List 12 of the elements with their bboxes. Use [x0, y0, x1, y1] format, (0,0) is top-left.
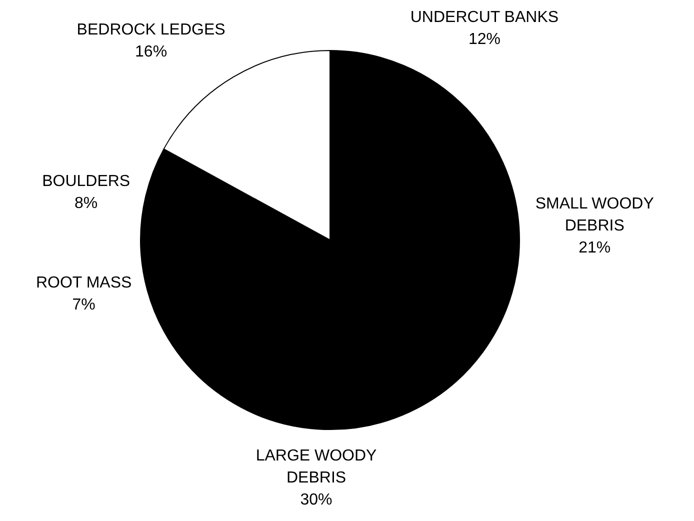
slice-label: BOULDERS [42, 172, 130, 190]
slice-label: ROOT MASS [36, 274, 132, 292]
data-label: 30% [300, 491, 332, 508]
data-label: 7% [72, 296, 96, 314]
slice-label: SMALL WOODY DEBRIS [535, 196, 654, 235]
slice-label: BEDROCK LEDGES [76, 22, 226, 39]
slice-label: UNDERCUT BANKS [410, 9, 559, 26]
slice-label: LARGE WOODY DEBRIS [256, 447, 378, 486]
data-label: 21% [578, 240, 611, 257]
data-label: 8% [74, 194, 98, 212]
data-label: 12% [468, 31, 500, 48]
data-label: 16% [135, 44, 168, 61]
